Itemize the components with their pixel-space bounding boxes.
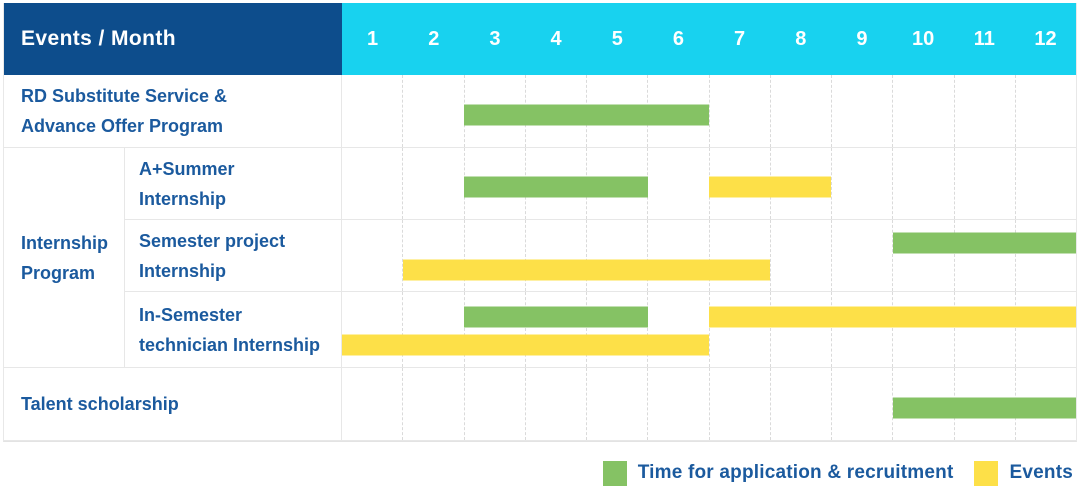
legend-label-application: Time for application & recruitment bbox=[637, 462, 954, 483]
month-grid-cell bbox=[892, 292, 953, 367]
row-label-talent-scholarship: Talent scholarship bbox=[4, 368, 342, 440]
internship-program-subrows: A+Summer Internship Semester project Inter… bbox=[125, 148, 1076, 367]
table-row: Semester project Internship bbox=[125, 220, 1076, 292]
month-grid-cell bbox=[953, 292, 1015, 367]
month-header-6: 6 bbox=[672, 27, 684, 50]
month-grid-cell bbox=[831, 220, 892, 291]
application-recruitment-bar bbox=[464, 104, 709, 126]
month-header-2: 2 bbox=[428, 27, 440, 50]
application-recruitment-bar bbox=[892, 397, 1076, 419]
month-header-8: 8 bbox=[795, 27, 807, 50]
month-grid-cell bbox=[953, 148, 1015, 219]
month-grid-cell bbox=[647, 220, 708, 291]
table-header-row: Events / Month 1 2 3 4 5 6 7 8 9 10 11 12 bbox=[4, 3, 1076, 75]
month-grid-cell bbox=[1014, 292, 1076, 367]
month-grid-cell bbox=[402, 220, 463, 291]
month-grid-cell bbox=[402, 368, 463, 440]
month-grid-cell bbox=[1014, 220, 1076, 291]
month-grid-cell bbox=[463, 292, 525, 367]
month-grid-cell bbox=[708, 220, 770, 291]
month-header-7: 7 bbox=[734, 27, 746, 50]
month-grid-cell bbox=[831, 75, 892, 147]
month-grid-cell bbox=[769, 368, 831, 440]
month-grid-cell bbox=[402, 75, 463, 147]
month-grid-cell bbox=[463, 368, 525, 440]
month-grid-cell bbox=[342, 368, 402, 440]
header-events-month-cell: Events / Month bbox=[4, 3, 342, 75]
month-grid-cell bbox=[586, 220, 647, 291]
month-grid-cell bbox=[831, 368, 892, 440]
month-grid-cell bbox=[831, 292, 892, 367]
month-grid-cell bbox=[769, 75, 831, 147]
month-grid-cell bbox=[769, 220, 831, 291]
row-label-rd-substitute-service: RD Substitute Service & Advance Offer Pro… bbox=[4, 75, 342, 147]
month-grid-cell bbox=[463, 148, 525, 219]
month-header-1: 1 bbox=[367, 27, 379, 50]
gantt-grid-semester-project-internship bbox=[342, 220, 1076, 291]
row-label-in-semester-technician-internship: In-Semester technician Internship bbox=[125, 292, 342, 367]
month-grid-cell bbox=[524, 220, 586, 291]
month-grid-cell bbox=[708, 368, 770, 440]
month-grid-cell bbox=[1014, 148, 1076, 219]
month-grid-cell bbox=[342, 75, 402, 147]
month-grid-cell bbox=[586, 292, 647, 367]
row-label-semester-project-internship: Semester project Internship bbox=[125, 220, 342, 291]
month-grid-cell bbox=[647, 368, 708, 440]
event-bar bbox=[342, 334, 709, 356]
table-row: Talent scholarship bbox=[4, 368, 1076, 441]
month-grid-cell bbox=[586, 368, 647, 440]
month-grid-cell bbox=[463, 75, 525, 147]
month-header-row: 1 2 3 4 5 6 7 8 9 10 11 12 bbox=[342, 3, 1076, 75]
month-header-5: 5 bbox=[611, 27, 623, 50]
gantt-grid-rd-substitute-service bbox=[342, 75, 1076, 147]
month-header-10: 10 bbox=[912, 27, 935, 50]
legend-swatch-events-icon bbox=[974, 460, 999, 486]
month-header-11: 11 bbox=[973, 27, 995, 50]
legend: Time for application & recruitment Event… bbox=[602, 456, 1073, 490]
month-header-12: 12 bbox=[1034, 27, 1057, 50]
month-grid-cell bbox=[402, 148, 463, 219]
month-grid-cell bbox=[647, 148, 708, 219]
month-grid-cell bbox=[647, 292, 708, 367]
month-header-3: 3 bbox=[489, 27, 501, 50]
gantt-grid-talent-scholarship bbox=[342, 368, 1076, 440]
month-grid-cell bbox=[1014, 75, 1076, 147]
legend-swatch-application-icon bbox=[602, 460, 627, 486]
month-header-4: 4 bbox=[550, 27, 562, 50]
month-grid-cell bbox=[342, 292, 402, 367]
month-grid-cell bbox=[892, 75, 953, 147]
month-grid-cell bbox=[892, 220, 953, 291]
table-row: A+Summer Internship bbox=[125, 148, 1076, 220]
gantt-grid-a-plus-summer-internship bbox=[342, 148, 1076, 219]
month-grid-cell bbox=[342, 220, 402, 291]
row-label-a-plus-summer-internship: A+Summer Internship bbox=[125, 148, 342, 219]
gantt-grid-in-semester-technician-internship bbox=[342, 292, 1076, 367]
month-grid-cell bbox=[892, 148, 953, 219]
event-bar bbox=[403, 259, 771, 281]
events-month-table: Events / Month 1 2 3 4 5 6 7 8 9 10 11 12 RD Substi… bbox=[3, 3, 1077, 442]
row-group-label-internship-program: Internship Program bbox=[4, 148, 125, 367]
month-grid-cell bbox=[769, 292, 831, 367]
month-grid-cell bbox=[708, 292, 770, 367]
month-grid-cell bbox=[463, 220, 525, 291]
event-bar bbox=[709, 176, 832, 198]
month-grid-cell bbox=[953, 220, 1015, 291]
month-grid-cell bbox=[524, 292, 586, 367]
application-recruitment-bar bbox=[892, 232, 1076, 254]
month-header-9: 9 bbox=[856, 27, 868, 50]
application-recruitment-bar bbox=[464, 176, 648, 198]
month-grid-cell bbox=[953, 75, 1015, 147]
month-grid-cell bbox=[708, 75, 770, 147]
month-grid-cell bbox=[402, 292, 463, 367]
internship-program-group: Internship Program A+Summer Internship Sem… bbox=[4, 148, 1076, 368]
event-bar bbox=[709, 306, 1076, 328]
table-row: RD Substitute Service & Advance Offer Pro… bbox=[4, 75, 1076, 148]
month-grid-cell bbox=[342, 148, 402, 219]
application-recruitment-bar bbox=[464, 306, 648, 328]
month-grid-cell bbox=[524, 368, 586, 440]
table-row: In-Semester technician Internship bbox=[125, 292, 1076, 367]
month-grid-cell bbox=[831, 148, 892, 219]
legend-label-events: Events bbox=[1009, 462, 1073, 483]
